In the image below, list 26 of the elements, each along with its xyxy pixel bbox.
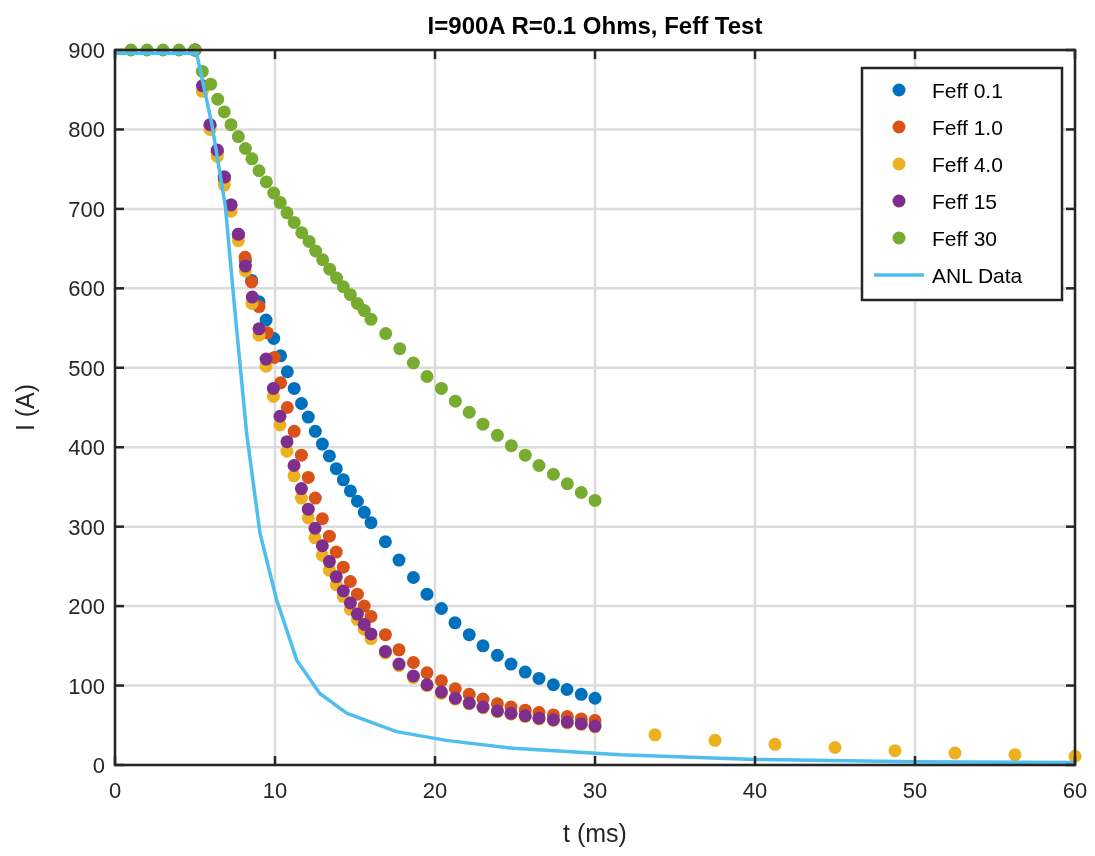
y-tick-label: 100 [68,673,105,699]
y-tick-label: 700 [68,196,105,222]
y-tick-label: 800 [68,117,105,143]
y-tick-label: 900 [68,38,105,63]
y-tick-label: 300 [68,514,105,540]
chart-title: I=900A R=0.1 Ohms, Feff Test [427,12,763,39]
y-tick-label: 400 [68,435,105,461]
legend-label: Feff 4.0 [932,153,1003,176]
x-axis-title: t (ms) [563,819,627,847]
legend-label: Feff 30 [932,227,997,250]
y-tick-label: 600 [68,276,105,302]
y-axis-title: I (A) [11,383,39,432]
x-tick-label: 0 [108,778,122,803]
legend-label: ANL Data [932,264,1023,287]
x-tick-label: 20 [422,778,448,803]
legend-label: Feff 15 [932,190,997,213]
x-tick-label: 50 [902,778,928,803]
y-tick-label: 0 [92,753,105,778]
x-tick-label: 60 [1062,778,1088,803]
y-tick-label: 200 [68,594,105,620]
x-tick-label: 10 [262,778,288,803]
x-tick-label: 30 [582,778,608,803]
x-tick-label: 40 [742,778,768,803]
y-tick-label: 500 [68,355,105,381]
legend-label: Feff 1.0 [932,116,1003,139]
legend-label: Feff 0.1 [932,79,1003,102]
